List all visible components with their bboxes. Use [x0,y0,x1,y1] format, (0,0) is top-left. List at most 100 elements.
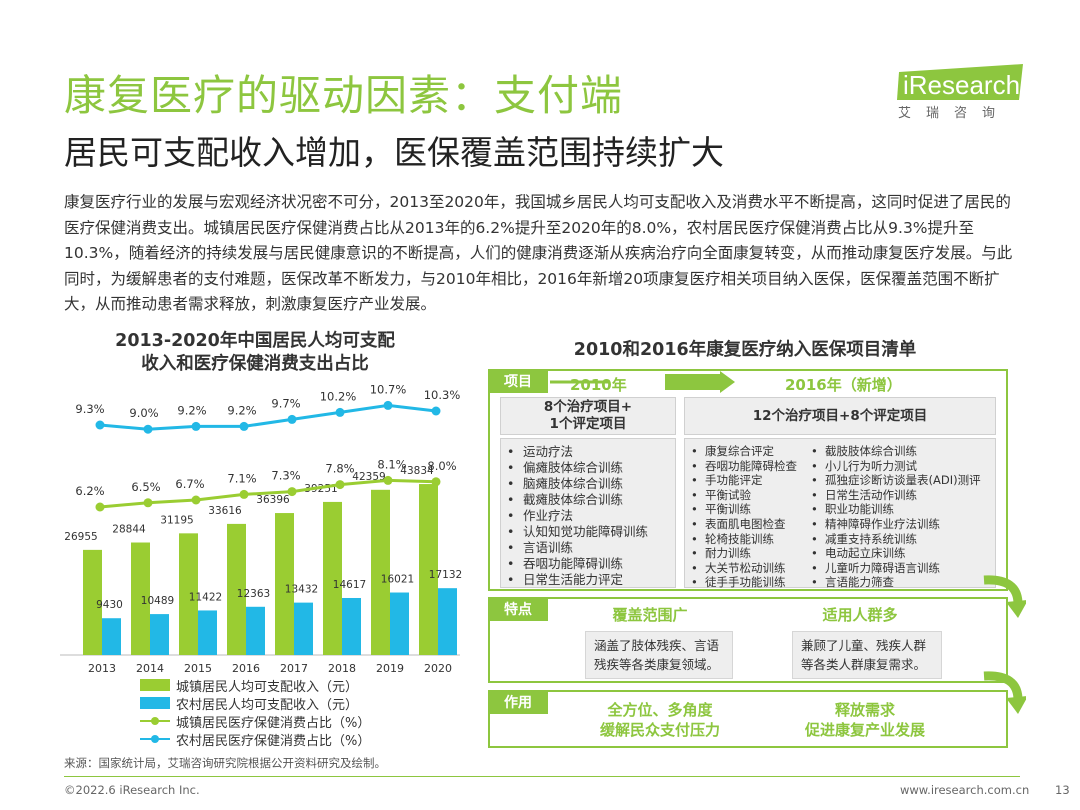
list-2010-item: 认知知觉功能障碍训练 [501,524,675,540]
rural-ratio-point [383,400,393,410]
copyright: ©2022.6 iResearch Inc. [64,783,200,797]
list-2016-b-item: 减重支持系统训练 [805,532,995,547]
list-2016-b-item: 截肢肢体综合训练 [805,444,995,459]
feature-1-box: 涵盖了肢体残疾、言语 残疾等各类康复领域。 [585,631,733,679]
urban-ratio-point [383,475,393,485]
urban-income-label: 33616 [208,505,242,517]
list-2010-box: 运动疗法偏瘫肢体综合训练脑瘫肢体综合训练截瘫肢体综合训练作业疗法认知知觉功能障碍… [500,438,676,588]
list-2010-item: 言语训练 [501,540,675,556]
list-2016-box: 康复综合评定吞咽功能障碍检查手功能评定平衡试验平衡训练表面肌电图检查轮椅技能训练… [684,438,996,590]
list-2016-a-item: 平衡试验 [685,488,805,503]
list-2016-a-item: 平衡训练 [685,502,805,517]
urban-income-label: 31195 [160,514,193,526]
urban-income-bar [179,533,198,655]
source-note: 来源：国家统计局，艾瑞咨询研究院根据公开资料研究及绘制。 [64,756,386,770]
urban-ratio-point [95,502,105,512]
urban-ratio-data-label: 6.2% [75,484,104,498]
feature-1-title: 覆盖范围广 [612,606,688,624]
urban-income-bar [227,523,246,655]
legend-label: 农村居民人均可支配收入（元） [176,697,359,713]
urban-income-label: 26955 [64,531,97,543]
list-2016-a: 康复综合评定吞咽功能障碍检查手功能评定平衡试验平衡训练表面肌电图检查轮椅技能训练… [685,444,805,590]
list-2016-b-item: 电动起立床训练 [805,546,995,561]
urban-ratio-data-label: 7.3% [271,469,300,483]
rural-ratio-point [143,424,153,434]
rural-ratio-data-label: 10.3% [424,388,461,402]
effects-tag: 作用 [488,690,548,714]
list-2016-a-item: 康复综合评定 [685,444,805,459]
urban-income-label: 36396 [256,494,290,506]
legend-line-marker [140,733,170,745]
rural-ratio-data-label: 9.2% [177,403,206,417]
features-panel [488,597,1008,683]
list-2010-item: 日常生活能力评定 [501,572,675,588]
rural-ratio-point [431,406,441,416]
items-tag: 项目 [488,369,548,393]
rural-income-bar [390,592,409,655]
list-2016-a-item: 轮椅技能训练 [685,532,805,547]
rural-ratio-data-label: 10.7% [370,382,407,396]
list-2016-a-item: 耐力训练 [685,546,805,561]
list-2010-item: 脑瘫肢体综合训练 [501,476,675,492]
rural-income-bar [150,614,169,655]
x-tick-label: 2015 [184,662,212,675]
chart-title-line1: 2013-2020年中国居民人均可支配 [115,331,395,351]
legend-swatch [140,697,170,709]
income-chart: 26955 9430 2013 28844 10489 2014 31195 11422 201… [60,382,462,675]
table-title: 2010和2016年康复医疗纳入医保项目清单 [573,340,917,360]
urban-income-bar [83,549,102,655]
effect-2: 释放需求 促进康复产业发展 [785,700,945,740]
head-2010: 8个治疗项目+ 1个评定项目 [500,397,676,435]
feature-1-line2: 残疾等各类康复领域。 [594,657,720,672]
x-tick-label: 2016 [232,662,260,675]
feature-2-line2: 等各类人群康复需求。 [801,657,927,672]
urban-ratio-point [431,477,441,487]
list-2016-b-item: 言语能力筛查 [805,575,995,590]
rural-income-bar [102,618,121,655]
list-2016-a-item: 手功能评定 [685,473,805,488]
urban-income-bar [371,489,390,655]
list-2016-a-item: 大关节松动训练 [685,561,805,576]
rural-income-bar [198,610,217,655]
feature-2-title: 适用人群多 [822,606,898,624]
chart-legend: 城镇居民人均可支配收入（元） 农村居民人均可支配收入（元） 城镇居民医疗保健消费… [140,676,371,749]
chart-title-line2: 收入和医疗保健消费支出占比 [141,354,369,374]
list-2016-b-item: 小儿行为听力测试 [805,459,995,474]
urban-ratio-data-label: 8.0% [427,459,456,473]
urban-ratio-point [143,498,153,508]
rural-income-label: 17132 [429,569,462,581]
legend-label: 城镇居民人均可支配收入（元） [176,679,359,695]
curved-arrow-icon [983,575,1026,618]
urban-income-label: 42359 [352,471,385,483]
x-tick-label: 2014 [136,662,164,675]
rural-ratio-point [335,407,345,417]
list-2016-a-item: 徒手手功能训练 [685,575,805,590]
urban-ratio-line [99,478,437,509]
urban-ratio-point [191,495,201,505]
rural-income-label: 9430 [96,599,123,611]
features-tag: 特点 [488,597,548,621]
footer-divider [64,776,1020,777]
x-tick-label: 2018 [328,662,356,675]
legend-line-marker [140,715,170,727]
legend-label: 农村居民医疗保健消费占比（%） [176,733,371,749]
rural-ratio-data-label: 9.0% [129,406,158,420]
urban-income-label: 43834 [400,465,434,477]
list-2016-b-item: 日常生活动作训练 [805,488,995,503]
rural-income-bar [246,606,265,655]
rural-ratio-data-label: 9.3% [75,402,104,416]
list-2016-b: 截肢肢体综合训练小儿行为听力测试孤独症诊断访谈量表(ADI)测评日常生活动作训练… [805,444,995,590]
urban-income-bar [323,501,342,655]
feature-2-box: 兼顾了儿童、残疾人群 等各类人群康复需求。 [792,631,942,679]
rural-income-label: 13432 [285,584,318,596]
footer-url: www.iresearch.com.cn [900,783,1030,797]
x-tick-label: 2019 [376,662,404,675]
page-title: 康复医疗的驱动因素：支付端 [64,71,624,120]
urban-ratio-data-label: 8.1% [377,457,406,471]
logo-subtitle: 艾瑞咨询 [898,106,1011,121]
legend-swatch [140,679,170,691]
rural-ratio-line [99,403,437,431]
rural-income-label: 14617 [333,579,366,591]
legend-label: 城镇居民医疗保健消费占比（%） [176,715,371,731]
effect-1-line2: 缓解民众支付压力 [599,721,720,739]
